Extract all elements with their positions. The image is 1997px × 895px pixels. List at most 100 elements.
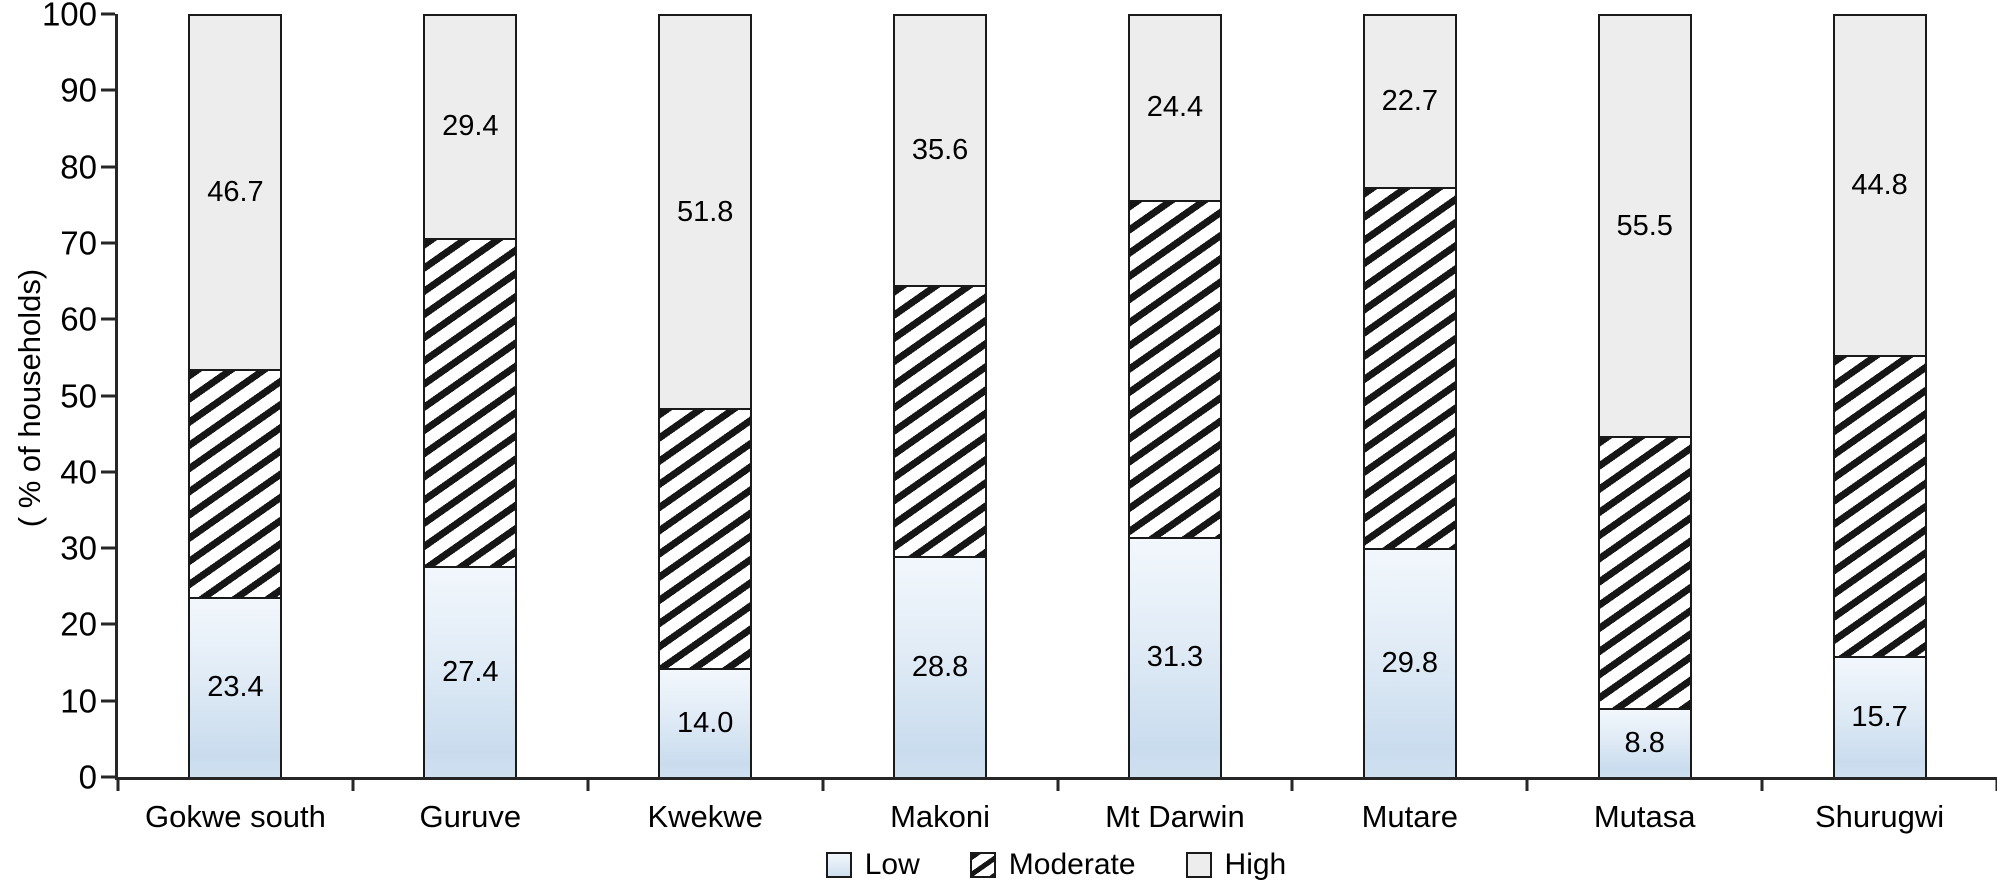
value-label: 31.3 xyxy=(1146,641,1204,674)
x-tick-mark xyxy=(1760,777,1764,791)
segment-low: 27.4 xyxy=(425,568,516,777)
bar-gokwe-south: 46.7 23.4 xyxy=(188,14,283,777)
y-tick-label: 100 xyxy=(41,0,97,33)
bar-guruve: 29.4 27.4 xyxy=(423,14,518,777)
bar-kwekwe: 51.8 14.0 xyxy=(658,14,753,777)
value-label: 22.7 xyxy=(1381,84,1439,117)
segment-high: 22.7 xyxy=(1364,16,1455,189)
y-tick-label: 10 xyxy=(60,682,97,720)
y-tick-label: 60 xyxy=(60,300,97,338)
y-tick-mark xyxy=(101,12,115,16)
y-tick-label: 20 xyxy=(60,605,97,643)
low-swatch-icon xyxy=(825,852,852,878)
category-slot: 35.6 28.8 xyxy=(823,14,1058,777)
value-label: 23.4 xyxy=(207,671,264,704)
y-axis-title: ( % of households) xyxy=(12,268,47,528)
x-tick-mark xyxy=(1290,777,1294,791)
x-tick-mark xyxy=(821,777,825,791)
segment-low: 8.8 xyxy=(1599,710,1690,777)
segment-moderate xyxy=(1364,188,1455,551)
y-tick-mark xyxy=(101,317,115,321)
category-label: Mutasa xyxy=(1593,799,1696,834)
y-tick-mark xyxy=(101,165,115,169)
value-label: 15.7 xyxy=(1851,700,1908,733)
segment-low: 29.8 xyxy=(1364,550,1455,777)
y-tick-mark xyxy=(101,394,115,397)
x-tick-mark xyxy=(116,777,120,791)
value-label: 55.5 xyxy=(1616,209,1673,242)
category-label: Mutare xyxy=(1361,799,1459,834)
value-label: 51.8 xyxy=(676,195,734,228)
category-slot: 46.7 23.4 xyxy=(118,14,353,777)
segment-moderate xyxy=(660,410,751,671)
bar-mt-darwin: 24.4 31.3 xyxy=(1127,14,1222,777)
y-tick-label: 0 xyxy=(78,758,97,796)
segment-high: 51.8 xyxy=(660,16,751,411)
segment-high: 44.8 xyxy=(1834,16,1925,357)
y-tick-label: 40 xyxy=(60,453,97,491)
category-label: Makoni xyxy=(890,799,991,834)
value-label: 24.4 xyxy=(1146,91,1204,124)
legend-label-moderate: Moderate xyxy=(1008,848,1136,881)
moderate-hatch-swatch-icon xyxy=(969,852,996,878)
segment-high: 24.4 xyxy=(1129,16,1220,202)
y-tick-label: 90 xyxy=(60,71,97,109)
x-tick-mark xyxy=(351,777,355,791)
legend-label-high: High xyxy=(1224,848,1287,881)
category-slot: 55.5 8.8 xyxy=(1527,14,1762,777)
legend-item-high: High xyxy=(1185,848,1287,881)
value-label: 14.0 xyxy=(676,707,734,740)
y-tick-label: 50 xyxy=(60,377,97,414)
category-slot: 29.4 27.4 xyxy=(353,14,588,777)
segment-low: 28.8 xyxy=(895,557,986,777)
segment-low: 14.0 xyxy=(660,670,751,777)
category-slot: 44.8 15.7 xyxy=(1762,14,1997,777)
segment-moderate xyxy=(425,239,516,569)
plot-area: 0 10 20 30 40 50 60 70 80 90 100 46.7 23.4 Gokwe sout… xyxy=(42,0,1997,832)
category-label: Mt Darwin xyxy=(1105,799,1245,834)
segment-high: 35.6 xyxy=(895,16,986,287)
category-label: Kwekwe xyxy=(647,799,763,834)
y-tick-mark xyxy=(101,622,115,626)
bar-shurugwi: 44.8 15.7 xyxy=(1832,14,1927,777)
value-label: 46.7 xyxy=(207,176,264,209)
legend: Low Moderate High xyxy=(115,842,1997,888)
legend-item-low: Low xyxy=(825,848,920,881)
y-tick-label: 70 xyxy=(60,224,97,262)
segment-low: 15.7 xyxy=(1834,657,1925,777)
value-label: 27.4 xyxy=(442,656,499,689)
category-slot: 24.4 31.3 xyxy=(1058,14,1293,777)
value-label: 8.8 xyxy=(1624,726,1665,759)
bar-mutasa: 55.5 8.8 xyxy=(1597,14,1692,777)
segment-moderate xyxy=(1129,201,1220,539)
y-tick-mark xyxy=(101,470,115,474)
bar-mutare: 22.7 29.8 xyxy=(1362,14,1457,777)
y-tick-mark xyxy=(101,699,115,703)
legend-label-low: Low xyxy=(864,848,920,881)
x-tick-mark xyxy=(586,777,590,791)
x-tick-mark xyxy=(1525,777,1529,791)
y-tick-mark xyxy=(101,241,115,245)
value-label: 29.4 xyxy=(442,110,499,143)
category-slot: 51.8 14.0 xyxy=(588,14,823,777)
y-tick-mark xyxy=(101,546,115,550)
category-slot: 22.7 29.8 xyxy=(1292,14,1527,777)
y-tick-label: 30 xyxy=(60,529,97,567)
segment-low: 31.3 xyxy=(1129,538,1220,777)
legend-item-moderate: Moderate xyxy=(969,848,1136,881)
segment-moderate xyxy=(190,371,281,599)
category-label: Gokwe south xyxy=(144,799,326,834)
value-label: 29.8 xyxy=(1381,647,1439,680)
category-label: Guruve xyxy=(419,799,522,834)
value-label: 28.8 xyxy=(911,650,969,683)
high-swatch-icon xyxy=(1185,852,1212,878)
segment-high: 29.4 xyxy=(425,16,516,240)
bar-makoni: 35.6 28.8 xyxy=(893,14,988,777)
segment-high: 46.7 xyxy=(190,16,281,372)
value-label: 35.6 xyxy=(911,133,969,166)
value-label: 44.8 xyxy=(1851,168,1908,201)
segment-high: 55.5 xyxy=(1599,16,1690,439)
y-tick-mark xyxy=(101,88,115,92)
segment-moderate xyxy=(1599,438,1690,711)
category-label: Shurugwi xyxy=(1814,799,1945,834)
